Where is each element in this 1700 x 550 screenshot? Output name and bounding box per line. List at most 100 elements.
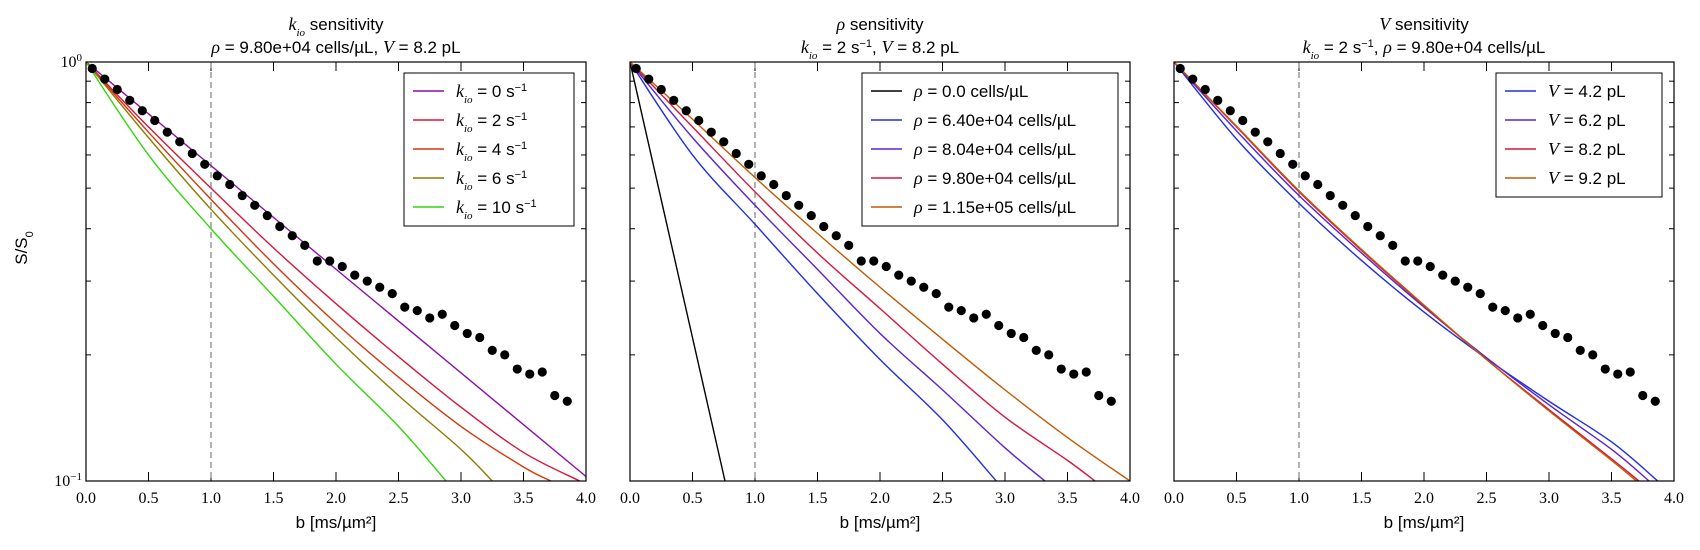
data-point	[1638, 390, 1648, 401]
data-point	[644, 74, 654, 84]
data-point	[462, 328, 472, 339]
legend-label: kio = 2 s−1	[456, 110, 527, 135]
legend-label: ρ = 1.15e+05 cells/µL	[913, 197, 1076, 217]
data-point	[1300, 171, 1310, 181]
x-tick-label: 3.0	[995, 490, 1015, 507]
data-point	[425, 313, 435, 323]
x-tick-label: 4.0	[576, 490, 596, 507]
data-point	[450, 320, 460, 331]
data-point	[931, 289, 941, 299]
data-point	[831, 231, 841, 241]
data-point	[844, 240, 854, 250]
data-point	[1613, 369, 1623, 379]
data-point	[175, 137, 185, 147]
chart-title: V sensitivity	[1379, 14, 1469, 34]
series-line	[86, 62, 581, 481]
panel-2: ρ sensitivity kio = 2 s−1, V = 8.2 pL 0.0 0…	[620, 14, 1140, 532]
chart-title: kio sensitivity	[289, 14, 384, 39]
data-point	[981, 309, 991, 319]
data-point	[1650, 396, 1660, 406]
data-point	[756, 171, 766, 181]
axes-frame	[629, 61, 1131, 482]
data-point	[1350, 210, 1360, 221]
panel-3: V sensitivity kio = 2 s−1, ρ = 9.80e+04 c…	[1164, 14, 1684, 532]
x-tick-label: 4.0	[1664, 490, 1684, 507]
data-point	[919, 282, 929, 292]
data-point	[525, 369, 535, 379]
series-line	[86, 62, 493, 481]
data-point	[1425, 261, 1435, 272]
data-point	[719, 137, 729, 147]
data-point	[1338, 200, 1348, 210]
data-point	[806, 210, 816, 221]
x-axis-label: b [ms/µm²]	[296, 513, 377, 532]
legend-box	[861, 72, 1119, 227]
x-tick-label: 3.0	[1539, 490, 1559, 507]
legend-label: kio = 4 s−1	[456, 139, 527, 164]
data-point	[694, 115, 704, 126]
data-point	[1325, 190, 1335, 201]
legend-label: ρ = 8.04e+04 cells/µL	[913, 139, 1076, 159]
data-point	[1513, 313, 1523, 323]
data-point	[1094, 390, 1104, 401]
data-point	[1600, 364, 1610, 374]
data-point	[1438, 270, 1448, 280]
data-point	[819, 221, 829, 232]
data-point	[262, 210, 272, 221]
data-point	[1563, 332, 1573, 343]
data-point	[325, 256, 335, 266]
data-point	[1575, 345, 1585, 355]
data-point	[656, 84, 666, 95]
legend: ρ = 0.0 cells/µL ρ = 6.40e+04 cells/µL ρ =…	[861, 72, 1119, 227]
legend-label: V = 8.2 pL	[1548, 139, 1626, 159]
data-point	[1313, 179, 1323, 190]
data-point	[1031, 345, 1041, 355]
series-line	[630, 62, 726, 481]
x-tick-label: 3.5	[1602, 490, 1622, 507]
x-tick-label: 4.0	[1120, 490, 1140, 507]
x-tick-label: 0.5	[683, 490, 703, 507]
data-point	[1475, 289, 1485, 299]
data-point	[1525, 309, 1535, 319]
series-line	[86, 62, 586, 478]
x-tick-label: 0.0	[1164, 490, 1184, 507]
data-point	[681, 106, 691, 116]
legend: V = 4.2 pL V = 6.2 pL V = 8.2 pL V = 9.2 pL	[1495, 72, 1663, 198]
data-point	[1081, 367, 1091, 377]
data-point	[1488, 302, 1498, 312]
x-tick-label: 0.5	[1227, 490, 1247, 507]
data-point	[994, 320, 1004, 331]
data-point	[212, 171, 222, 181]
legend: kio = 0 s−1 kio = 2 s−1 kio = 4 s−1 kio = 6…	[403, 72, 575, 227]
data-point	[112, 84, 122, 95]
data-point	[387, 289, 397, 299]
data-point	[1538, 320, 1548, 331]
data-point	[706, 127, 716, 137]
series-line	[86, 62, 447, 481]
x-tick-label: 2.5	[1477, 490, 1497, 507]
data-point	[731, 148, 741, 159]
x-tick-label: 2.0	[326, 490, 346, 507]
x-tick-label: 3.5	[514, 490, 534, 507]
x-axis-label: b [ms/µm²]	[840, 513, 921, 532]
series-line	[630, 62, 1046, 481]
data-point	[275, 221, 285, 232]
data-point	[1275, 148, 1285, 159]
data-point	[475, 332, 485, 343]
data-point	[437, 309, 447, 319]
data-point	[856, 256, 866, 266]
series-line	[1174, 62, 1637, 481]
data-point	[1625, 367, 1635, 377]
data-point	[906, 276, 916, 286]
x-tick-label: 1.5	[808, 490, 828, 507]
chart-subtitle: ρ = 9.80e+04 cells/µL, V = 8.2 pL	[210, 37, 460, 57]
y-tick-label: 100	[61, 52, 83, 71]
data-point	[150, 115, 160, 126]
data-point	[794, 200, 804, 210]
legend-label: V = 4.2 pL	[1548, 81, 1626, 101]
y-tick-label: 10−1	[54, 471, 82, 490]
plot-area	[1174, 62, 1660, 481]
plot-area	[86, 62, 586, 481]
data-point	[744, 159, 754, 169]
